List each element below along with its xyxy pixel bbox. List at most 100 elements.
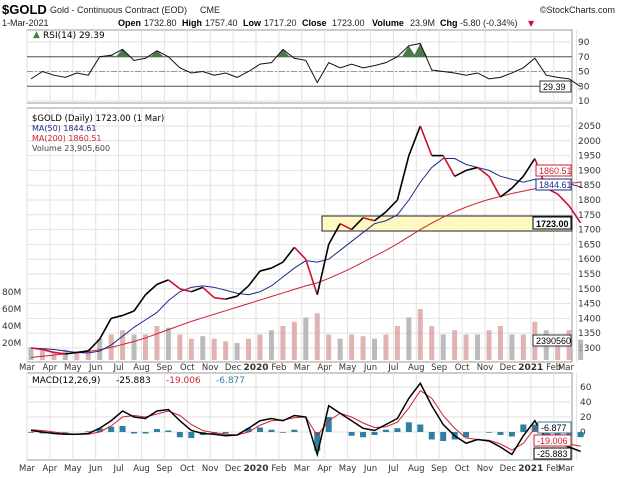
x-tick-label: Dec xyxy=(500,363,517,373)
volume-bar xyxy=(406,317,412,360)
x-tick-label: Mar xyxy=(19,464,36,474)
volume-bar xyxy=(51,351,57,360)
price-segment xyxy=(522,158,536,177)
price-segment xyxy=(30,347,43,351)
volume-bar xyxy=(211,338,217,360)
macd-value: -25.883 xyxy=(116,376,151,386)
x-tick-label: Sep xyxy=(431,464,447,474)
ohlc-readout: Open 1732.80 High 1757.40 Low 1717.20 Cl… xyxy=(118,18,535,28)
price-segment xyxy=(442,155,456,177)
macd-histogram-bar xyxy=(153,429,160,432)
price-panel xyxy=(26,107,573,363)
price-segment xyxy=(293,246,307,260)
macd-histogram-bar xyxy=(165,430,172,432)
x-tick-label: May xyxy=(339,464,357,474)
rsi-overbought-fill xyxy=(115,49,130,57)
volume-bar xyxy=(62,349,68,360)
rsi-tick-label: 90 xyxy=(578,38,590,48)
macd-histogram-bar xyxy=(96,428,103,432)
macd-histogram-bar xyxy=(405,422,412,432)
price-segment xyxy=(110,314,123,320)
macd-histogram-bar xyxy=(279,432,286,433)
x-tick-label: Nov xyxy=(477,363,494,373)
macd-histogram-bar xyxy=(417,424,424,432)
price-segment xyxy=(214,296,226,300)
low-label: Low xyxy=(243,18,262,28)
macd-histogram-bar xyxy=(348,432,355,436)
price-segment xyxy=(236,285,250,297)
x-tick-label: 2020 xyxy=(243,464,268,474)
price-segment xyxy=(557,193,570,207)
volume-bar xyxy=(486,330,492,360)
macd-histogram-bar xyxy=(188,432,195,438)
volume-tick-label: 20M xyxy=(2,339,21,349)
price-tick-label: 1800 xyxy=(578,196,601,206)
volume-bar xyxy=(246,338,252,360)
price-tick-label: 1950 xyxy=(578,152,601,162)
brand: ©StockCharts.com xyxy=(540,5,615,15)
x-tick-label: Mar xyxy=(558,464,575,474)
volume-bar xyxy=(200,336,206,360)
x-tick-label: May xyxy=(339,363,357,373)
signal-last: -19.006 xyxy=(537,436,568,446)
volume-tick-label: 40M xyxy=(2,322,21,332)
volume-bar xyxy=(223,341,229,360)
x-tick-label: Mar xyxy=(19,363,36,373)
x-tick-label: Sep xyxy=(431,363,447,373)
price-segment xyxy=(122,310,135,317)
macd-histogram-bar xyxy=(62,432,69,433)
exchange: CME xyxy=(200,5,220,15)
price-segment xyxy=(179,288,192,293)
macd-histogram-bar xyxy=(222,432,229,434)
x-tick-label: Jun xyxy=(363,363,377,373)
x-tick-label: Aug xyxy=(133,363,150,373)
price-segment xyxy=(327,223,341,245)
x-tick-label: Sep xyxy=(156,363,172,373)
rsi-tick-label: 50 xyxy=(578,68,590,78)
price-segment xyxy=(385,199,398,213)
x-tick-label: 2020 xyxy=(243,363,268,373)
rsi-tick-label: 30 xyxy=(578,82,590,92)
price-tick-label: 2000 xyxy=(578,137,601,147)
price-tick-label: 1300 xyxy=(578,344,601,354)
volume-bar xyxy=(74,351,80,360)
macd-tick-label: 20 xyxy=(580,413,592,423)
last-value-tags: 29.39 1860.51 1844.61 1723.00 2390560 -6… xyxy=(532,80,572,460)
rsi-overbought-fill xyxy=(104,55,119,57)
volume-bar xyxy=(131,334,137,360)
x-tick-label: Mar xyxy=(294,464,311,474)
rsi-legend: RSI(14) 29.39 xyxy=(43,31,105,41)
macd-histogram-bar xyxy=(131,432,138,434)
macd-histogram-bar xyxy=(268,429,275,432)
price-tick-label: 1400 xyxy=(578,314,601,324)
hist-value: -6.877 xyxy=(216,376,245,386)
x-tick-label: Nov xyxy=(202,363,219,373)
macd-histogram-bar xyxy=(428,432,435,440)
volume-bar xyxy=(143,334,148,360)
x-tick-label: Aug xyxy=(408,363,425,373)
x-tick-label: Apr xyxy=(43,464,58,474)
price-tick-label: 1350 xyxy=(578,329,601,339)
down-arrow-icon: ▼ xyxy=(528,19,535,28)
x-tick-label: Mar xyxy=(558,363,575,373)
high-value: 1757.40 xyxy=(205,18,238,28)
price-tick-label: 1850 xyxy=(578,181,601,191)
volume-bar xyxy=(326,334,332,360)
price-segment xyxy=(167,279,181,290)
price-tick-label: 1600 xyxy=(578,255,601,265)
volume-bar xyxy=(372,338,377,360)
price-tick-label: 2050 xyxy=(578,122,601,132)
macd-line xyxy=(30,381,581,458)
x-tick-label: May xyxy=(64,464,82,474)
price-segment xyxy=(144,283,158,296)
open-value: 1732.80 xyxy=(144,18,177,28)
price-segment xyxy=(53,351,66,355)
macd-histogram-bar xyxy=(325,417,332,432)
price-segment xyxy=(98,318,112,340)
volume-bar xyxy=(280,326,286,360)
macd-histogram-bar xyxy=(119,426,126,432)
volume-bar xyxy=(349,334,355,360)
volume-bar xyxy=(383,334,389,360)
macd-histogram-bar xyxy=(257,427,263,432)
